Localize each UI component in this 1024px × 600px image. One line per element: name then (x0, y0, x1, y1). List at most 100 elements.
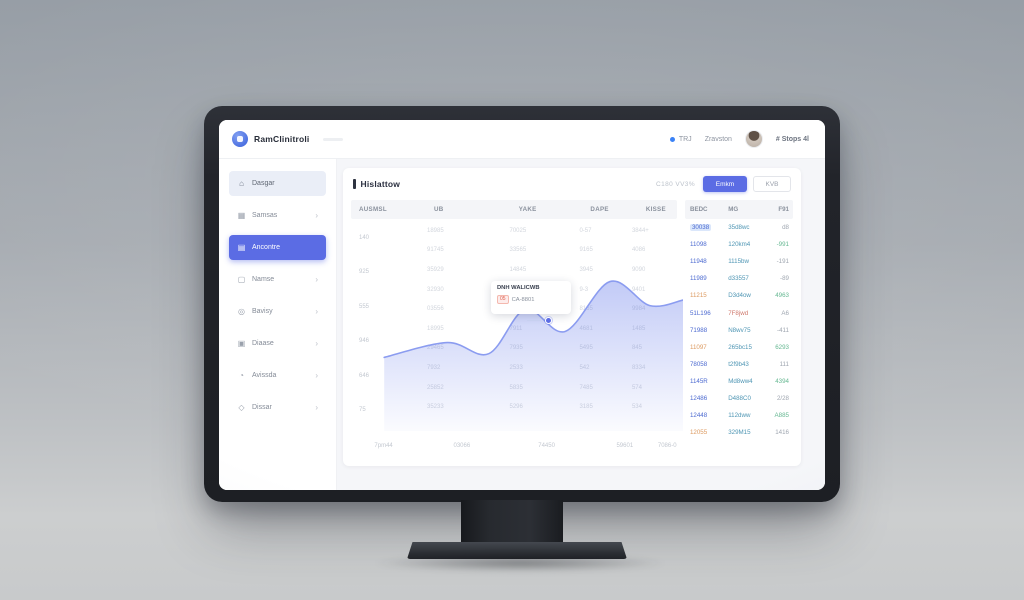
sidebar-item-bavisy[interactable]: ◎ Bavisy › (229, 299, 326, 324)
monitor-screen: RamClinitroli TRJ Zravston # Stops 4l ⌂ D… (219, 120, 825, 490)
y-tick-label: 925 (359, 269, 370, 276)
sidebar-item-dasgar[interactable]: ⌂ Dasgar (229, 171, 326, 196)
home-icon: ⌂ (239, 178, 244, 188)
row-id-cell: 12448 (685, 412, 728, 419)
table-row[interactable]: 12486 D488C0 2/28 (685, 390, 793, 407)
y-tick-label: 555 (359, 303, 370, 310)
row-id-cell: 12055 (685, 429, 728, 436)
chevron-right-icon: › (315, 307, 318, 316)
chevron-right-icon: › (315, 339, 318, 348)
cell-value: 11989 (689, 275, 707, 283)
column-header[interactable]: YAKE (518, 206, 537, 213)
x-tick-label: 59601 (616, 443, 634, 449)
table-row[interactable]: 11215 D3d4ow 4963 (685, 287, 793, 304)
table-row[interactable]: 51L196 7F8jwd A6 (685, 304, 793, 321)
row-id-cell: 71988 (685, 327, 728, 334)
y-tick-label: 140 (359, 235, 370, 241)
column-header[interactable]: BEDC (689, 206, 708, 213)
column-header[interactable]: UB (433, 206, 444, 213)
column-header[interactable]: KISSE (645, 206, 666, 213)
sidebar-item-dissar[interactable]: ◇ Dissar › (229, 395, 326, 420)
cell-value: 3844+ (631, 227, 649, 234)
cell-value: -411 (777, 326, 789, 334)
right-table-body: 30038 35d8wc d8 11098 120km4 -991 11948 1115bw -… (685, 219, 793, 441)
sidebar-item-samsas[interactable]: ▦ Samsas › (229, 203, 326, 228)
table-row[interactable]: 12055 329M15 1416 (685, 424, 793, 441)
cell-value: A6 (781, 309, 789, 317)
cell-value: 265bc15 (728, 343, 752, 351)
tooltip-value: CA-8801 (511, 296, 535, 303)
target-icon: ◎ (238, 306, 245, 316)
row-id-cell: 11989 (685, 275, 728, 282)
topbar-menu-item[interactable]: Zravston (705, 136, 732, 143)
column-header[interactable]: AUSMSL (359, 206, 387, 213)
sidebar-item-label: Bavisy (252, 308, 273, 315)
cell-value: 329M15 (728, 429, 751, 437)
sidebar-item-diaase[interactable]: ▣ Diaase › (229, 331, 326, 356)
status-indicator[interactable]: TRJ (669, 136, 692, 143)
cell-value: 4086 (631, 247, 646, 254)
cell-value: 70025 (509, 227, 527, 234)
right-table-header: BEDC MG F91 (684, 200, 793, 219)
cell-value: 35d8wc (728, 224, 750, 232)
x-tick-label: 7pm44 (374, 443, 393, 449)
cell-value: 30038 (689, 224, 712, 232)
sidebar-item-label: Namse (252, 276, 275, 283)
x-tick-label: 7086-0 (657, 443, 677, 449)
sidebar-item-label: Dasgar (252, 180, 275, 187)
table-row[interactable]: 1145R Md8ww4 4394 (685, 373, 793, 390)
table-row[interactable]: 11097 265bc15 6293 (685, 339, 793, 356)
cell-value: 71988 (689, 326, 708, 334)
table-row[interactable]: 11098 120km4 -991 (685, 236, 793, 253)
user-avatar[interactable] (744, 130, 763, 148)
topbar: RamClinitroli TRJ Zravston # Stops 4l (219, 120, 825, 159)
column-header[interactable]: MG (728, 206, 739, 213)
sidebar-item-ancontre[interactable]: ▤ Ancontre (229, 235, 326, 260)
date-range-label[interactable]: C180 VV3% (655, 180, 695, 188)
row-id-cell: 11948 (685, 258, 728, 265)
cell-value: 9401 (631, 286, 646, 293)
table-row: 91745 33565 9165 4086 (427, 241, 677, 261)
cell-value: -191 (776, 258, 789, 266)
row-id-cell: 51L196 (685, 310, 728, 317)
row-id-cell: 11098 (685, 241, 728, 248)
app-logo-icon (232, 131, 248, 147)
pie-icon: ◔ (239, 370, 244, 380)
table-row[interactable]: 12448 112dww A885 (685, 407, 793, 424)
chart-tooltip: DNH WALICWB 05 CA-8801 (491, 281, 571, 314)
sidebar-item-namse[interactable]: ▢ Namse › (229, 267, 326, 292)
cell-value: 4963 (775, 292, 789, 300)
table-row[interactable]: 11948 1115bw -191 (685, 253, 793, 270)
cell-value: 32930 (427, 286, 444, 293)
sidebar-item-label: Samsas (252, 212, 278, 219)
grid-icon: ▦ (237, 210, 246, 220)
primary-action-button[interactable]: Emkm (703, 176, 747, 192)
table-row[interactable]: 78058 t2f9b43 111 (685, 356, 793, 373)
table-row[interactable]: 71988 N8wv75 -411 (685, 322, 793, 339)
cell-value: 14845 (509, 266, 527, 273)
monitor-stand-base (407, 542, 627, 559)
cell-value: 2/28 (776, 394, 789, 402)
cell-value: 03556 (427, 306, 444, 313)
sidebar-item-avissda[interactable]: ◔ Avissda › (229, 363, 326, 388)
cell-value: 1145R (689, 377, 708, 385)
layers-icon: ▣ (237, 338, 246, 348)
row-id-cell: 78058 (685, 361, 728, 368)
card-header: Hislattow C180 VV3% Emkm KVB (343, 168, 801, 200)
cell-value: 11097 (689, 343, 707, 351)
table-row[interactable]: 30038 35d8wc d8 (685, 219, 793, 236)
sidebar: ⌂ Dasgar ▦ Samsas › ▤ Ancontre ▢ Namse › ◎ Bavisy › ▣… (219, 158, 337, 490)
cell-value: 4394 (775, 377, 789, 385)
column-header[interactable]: DAPE (590, 206, 609, 213)
secondary-action-button[interactable]: KVB (753, 176, 791, 192)
area-chart[interactable]: 140 925 555 946 646 75 18985 70025 0-57 3844+ 917… (351, 219, 683, 440)
monitor-shadow (372, 554, 668, 572)
cell-value: 11215 (689, 292, 707, 300)
chart-icon: ▤ (237, 242, 246, 252)
chart-marker-dot (545, 317, 552, 324)
cell-value: 12486 (689, 394, 708, 402)
column-header[interactable]: F91 (778, 206, 789, 213)
tooltip-pointer-line (527, 320, 541, 321)
sidebar-item-label: Avissda (252, 372, 277, 379)
table-row[interactable]: 11989 d33557 -89 (685, 270, 793, 287)
